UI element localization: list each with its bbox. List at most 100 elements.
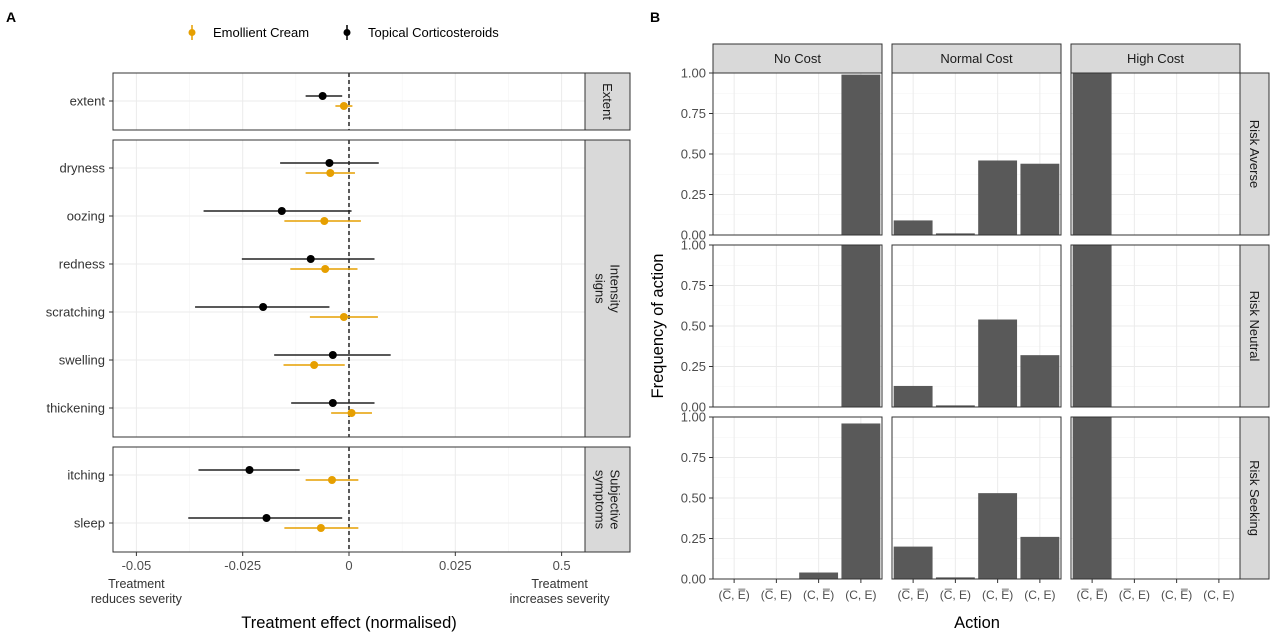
row-label: swelling [59, 353, 105, 368]
emollient-point [320, 217, 329, 225]
bar [799, 572, 839, 579]
forest-facet: itching sleep Subjectivesymptoms [67, 446, 631, 553]
bar [841, 423, 881, 579]
bar [1072, 417, 1112, 579]
facet-strip-label-line: Intensity [608, 264, 623, 313]
bar-facet [1070, 416, 1241, 580]
row-label: extent [70, 94, 106, 109]
row-label: scratching [46, 305, 105, 320]
facet-strip [584, 446, 631, 553]
x-axis-tick-label: (C̅, E) [1119, 588, 1150, 602]
x-axis-tick-label: 0.5 [553, 558, 571, 573]
bar-facet [891, 416, 1062, 580]
facet-strip-label-line: signs [593, 273, 608, 304]
column-strip-label: High Cost [1127, 51, 1184, 66]
facet-border [891, 244, 1062, 408]
legend-key-point [188, 29, 196, 36]
facet-border [1070, 416, 1241, 580]
emollient-point [310, 361, 319, 369]
corticosteroid-point [277, 207, 286, 215]
y-axis-tick-label: 0.75 [681, 106, 706, 121]
facet-border [1070, 72, 1241, 236]
column-strip-label: Normal Cost [940, 51, 1013, 66]
panel-b-bar-facets: B No Cost Normal Cost High Cost Risk Averse R… [649, 9, 1270, 632]
x-axis-tick-label: (C, E) [1024, 588, 1055, 602]
bar [1072, 245, 1112, 407]
row-label: sleep [74, 516, 105, 531]
y-axis-tick-label: 1.00 [681, 66, 706, 81]
x-axis-tick-label: 0 [345, 558, 352, 573]
emollient-point [326, 169, 335, 177]
corticosteroid-point [328, 399, 337, 407]
legend-label: Emollient Cream [213, 25, 309, 40]
y-axis-tick-label: 0.00 [681, 572, 706, 587]
facet-strip-label-line: Extent [600, 83, 615, 120]
y-axis-tick-label: 0.50 [681, 147, 706, 162]
panel-a-tag: A [6, 9, 16, 25]
facet-strip-label: Intensitysigns [593, 264, 623, 313]
y-axis-tick-label: 0.50 [681, 319, 706, 334]
corticosteroid-point [325, 159, 334, 167]
corticosteroid-point [306, 255, 315, 263]
row-strip-label: Risk Seeking [1247, 460, 1262, 536]
corticosteroid-point [328, 351, 337, 359]
bar [893, 220, 933, 235]
column-strip [891, 43, 1062, 74]
forest-facet: dryness oozing redness scratching swelling th… [46, 139, 631, 438]
bar [935, 577, 975, 579]
bar [1020, 536, 1060, 579]
y-axis-tick-label: 0.25 [681, 359, 706, 374]
bar-facet [1070, 72, 1241, 236]
facet-strip-label-line: symptoms [593, 470, 608, 530]
corticosteroid-point [245, 466, 254, 474]
facet-strip-label: Extent [600, 83, 615, 120]
y-axis-tick-label: 0.00 [681, 228, 706, 243]
y-axis-title: Frequency of action [649, 254, 667, 399]
x-axis-title: Action [954, 614, 1000, 632]
bar-facet [712, 72, 883, 236]
bar-facet [891, 72, 1062, 236]
facet-strip [584, 139, 631, 438]
x-axis-tick-label: (C̅, E) [761, 588, 792, 602]
corticosteroid-point [318, 92, 327, 100]
left-note: Treatment [108, 577, 165, 591]
panel-b-tag: B [650, 9, 660, 25]
x-axis-tick-label: (C̅, E̅) [1076, 588, 1107, 602]
forest-facet: extent Extent [70, 72, 631, 131]
emollient-point [347, 409, 356, 417]
left-note: reduces severity [91, 592, 183, 606]
x-axis-tick-label: -0.05 [122, 558, 152, 573]
bar [978, 319, 1018, 407]
x-axis-tick-label: (C̅, E) [940, 588, 971, 602]
emollient-point [327, 476, 336, 484]
x-axis-tick-label: (C, E) [1203, 588, 1234, 602]
corticosteroid-point [259, 303, 268, 311]
right-note: increases severity [510, 592, 611, 606]
y-axis-tick-label: 0.25 [681, 531, 706, 546]
bar [841, 74, 881, 236]
y-axis-tick-label: 1.00 [681, 410, 706, 425]
row-label: thickening [46, 401, 105, 416]
row-label: redness [59, 257, 106, 272]
column-strip-label: No Cost [774, 51, 821, 66]
bar-facet [891, 244, 1062, 408]
y-axis-tick-label: 0.50 [681, 491, 706, 506]
row-label: itching [67, 468, 105, 483]
bar [935, 405, 975, 407]
y-axis-tick-label: 0.75 [681, 450, 706, 465]
facet-strip [584, 72, 631, 131]
bar [841, 245, 881, 407]
emollient-point [339, 102, 348, 110]
bar [1020, 355, 1060, 407]
row-label: dryness [59, 161, 105, 176]
right-note: Treatment [531, 577, 588, 591]
legend-item: Emollient Cream [188, 25, 309, 40]
x-axis-tick-label: -0.025 [224, 558, 261, 573]
x-axis-title: Treatment effect (normalised) [241, 614, 457, 632]
legend-label: Topical Corticosteroids [368, 25, 499, 40]
facet-border [891, 416, 1062, 580]
facet-border [1070, 244, 1241, 408]
row-label: oozing [67, 209, 105, 224]
row-strip-label: Risk Neutral [1247, 291, 1262, 362]
